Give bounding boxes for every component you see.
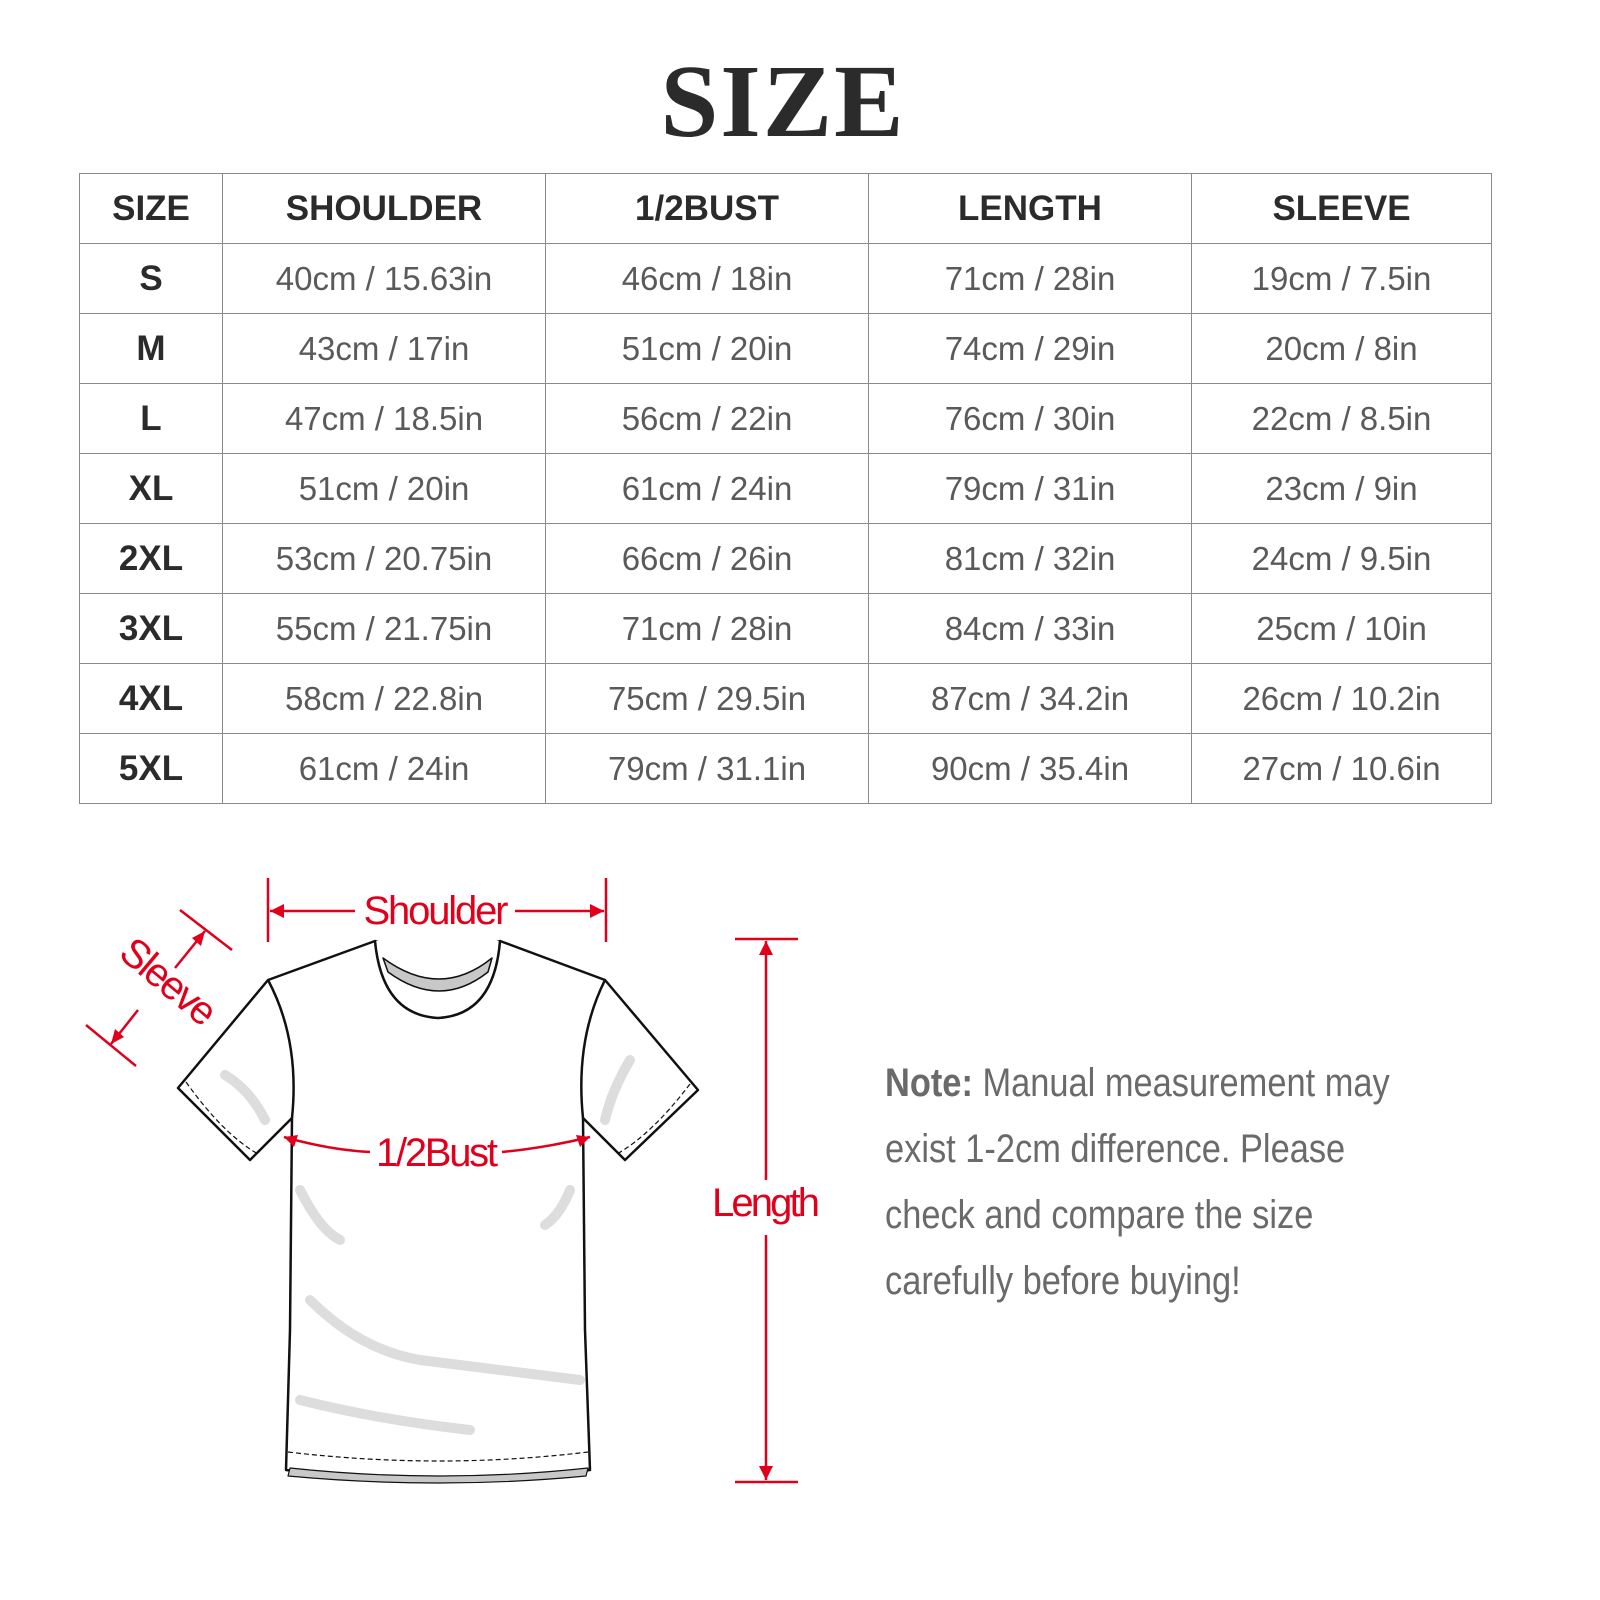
header-size: SIZE — [79, 173, 223, 244]
note-line: carefully before buying! — [885, 1259, 1241, 1303]
cell-bust: 51cm / 20in — [545, 313, 869, 384]
cell-size: S — [79, 243, 223, 314]
cell-size: 3XL — [79, 593, 223, 664]
sleeve-label: Sleeve — [111, 929, 225, 1035]
length-label: Length — [712, 1181, 820, 1225]
cell-sleeve: 22cm / 8.5in — [1191, 383, 1492, 454]
cell-shoulder: 51cm / 20in — [222, 453, 546, 524]
cell-shoulder: 61cm / 24in — [222, 733, 546, 804]
page-title: SIZE — [660, 44, 906, 159]
table-row: M 43cm / 17in 51cm / 20in 74cm / 29in 20cm /… — [79, 313, 1492, 384]
header-bust: 1/2BUST — [545, 173, 869, 244]
cell-shoulder: 40cm / 15.63in — [222, 243, 546, 314]
note-line: check and compare the size — [885, 1193, 1314, 1237]
note-line: Note: Manual measurement may — [885, 1050, 1435, 1116]
cell-size: 5XL — [79, 733, 223, 804]
cell-size: L — [79, 383, 223, 454]
cell-sleeve: 24cm / 9.5in — [1191, 523, 1492, 594]
cell-bust: 61cm / 24in — [545, 453, 869, 524]
cell-sleeve: 19cm / 7.5in — [1191, 243, 1492, 314]
cell-bust: 71cm / 28in — [545, 593, 869, 664]
cell-sleeve: 23cm / 9in — [1191, 453, 1492, 524]
cell-bust: 56cm / 22in — [545, 383, 869, 454]
cell-length: 76cm / 30in — [868, 383, 1192, 454]
cell-length: 74cm / 29in — [868, 313, 1192, 384]
table-row: XL 51cm / 20in 61cm / 24in 79cm / 31in 23cm … — [79, 453, 1492, 524]
table-row: L 47cm / 18.5in 56cm / 22in 76cm / 30in 22cm… — [79, 383, 1492, 454]
cell-shoulder: 43cm / 17in — [222, 313, 546, 384]
cell-sleeve: 27cm / 10.6in — [1191, 733, 1492, 804]
cell-sleeve: 26cm / 10.2in — [1191, 663, 1492, 734]
header-sleeve: SLEEVE — [1191, 173, 1492, 244]
note-line: exist 1-2cm difference. Please — [885, 1127, 1346, 1171]
cell-size: 4XL — [79, 663, 223, 734]
cell-shoulder: 58cm / 22.8in — [222, 663, 546, 734]
cell-bust: 75cm / 29.5in — [545, 663, 869, 734]
cell-shoulder: 53cm / 20.75in — [222, 523, 546, 594]
note-text: Note: Manual measurement may exist 1-2cm… — [885, 1050, 1435, 1314]
tshirt-drawing — [176, 939, 700, 1484]
size-table: SIZE SHOULDER 1/2BUST LENGTH SLEEVE S 40c… — [79, 173, 1492, 804]
cell-length: 79cm / 31in — [868, 453, 1192, 524]
cell-bust: 66cm / 26in — [545, 523, 869, 594]
cell-size: M — [79, 313, 223, 384]
cell-length: 84cm / 33in — [868, 593, 1192, 664]
cell-bust: 79cm / 31.1in — [545, 733, 869, 804]
cell-sleeve: 20cm / 8in — [1191, 313, 1492, 384]
cell-length: 90cm / 35.4in — [868, 733, 1192, 804]
header-length: LENGTH — [868, 173, 1192, 244]
table-header-row: SIZE SHOULDER 1/2BUST LENGTH SLEEVE — [79, 173, 1492, 244]
table-row: 5XL 61cm / 24in 79cm / 31.1in 90cm / 35.4in… — [79, 733, 1492, 804]
cell-shoulder: 55cm / 21.75in — [222, 593, 546, 664]
note-line-text: Manual measurement may — [972, 1061, 1390, 1105]
cell-length: 81cm / 32in — [868, 523, 1192, 594]
note-label: Note: — [885, 1061, 973, 1105]
cell-bust: 46cm / 18in — [545, 243, 869, 314]
cell-shoulder: 47cm / 18.5in — [222, 383, 546, 454]
table-row: S 40cm / 15.63in 46cm / 18in 71cm / 28in 19c… — [79, 243, 1492, 314]
measurement-marks — [85, 878, 798, 1484]
table-row: 2XL 53cm / 20.75in 66cm / 26in 81cm / 32in 2… — [79, 523, 1492, 594]
table-row: 3XL 55cm / 21.75in 71cm / 28in 84cm / 33in 2… — [79, 593, 1492, 664]
bust-label: 1/2Bust — [376, 1131, 498, 1175]
cell-size: 2XL — [79, 523, 223, 594]
shoulder-label: Shoulder — [364, 889, 509, 933]
cell-sleeve: 25cm / 10in — [1191, 593, 1492, 664]
